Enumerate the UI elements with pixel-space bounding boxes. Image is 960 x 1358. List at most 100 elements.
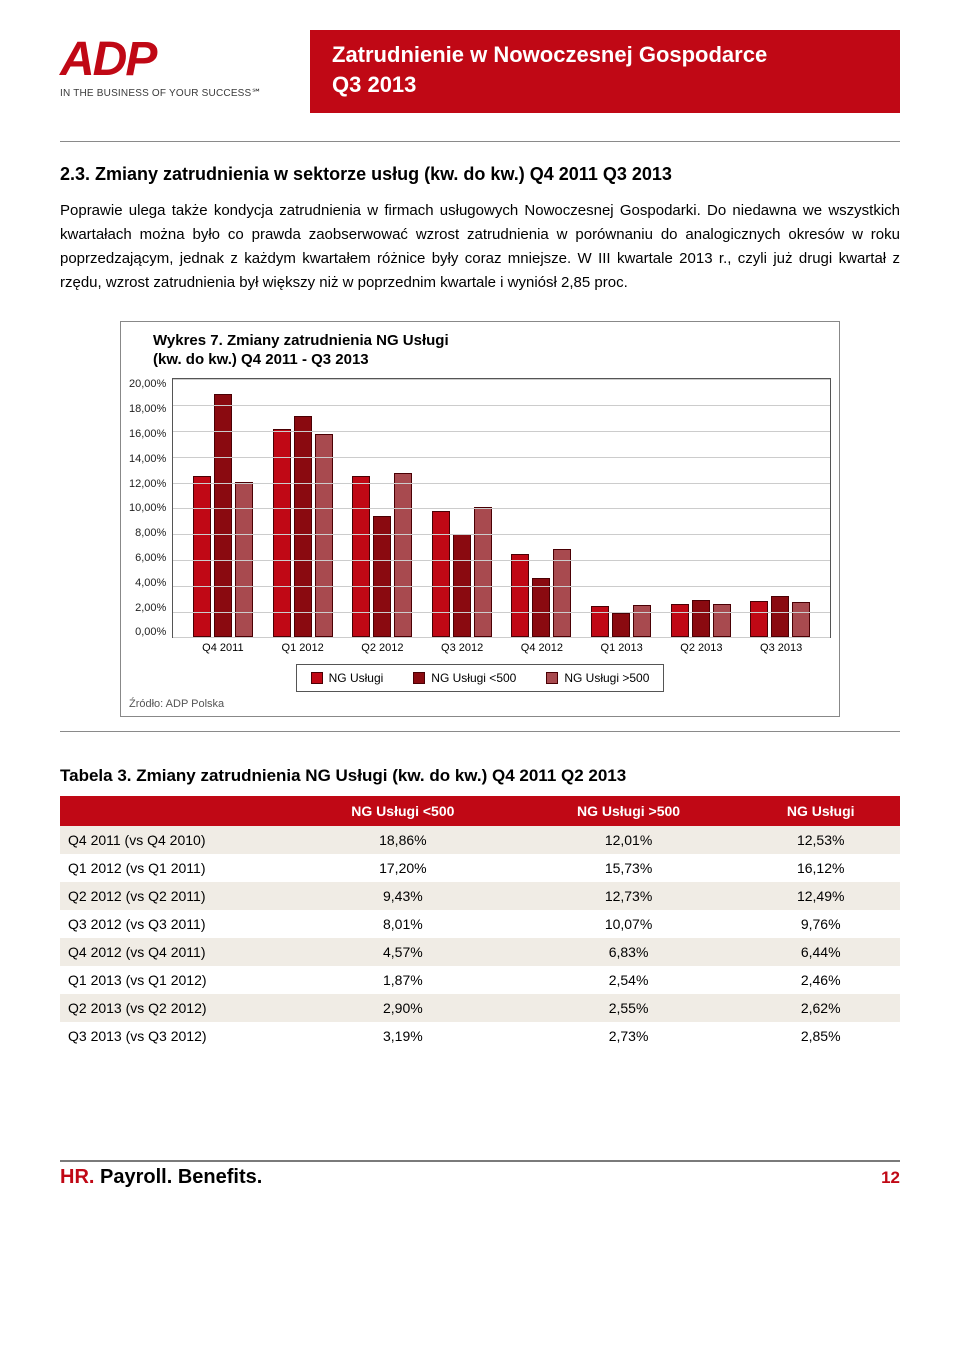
gridline bbox=[173, 483, 830, 484]
table-row: Q1 2012 (vs Q1 2011)17,20%15,73%16,12% bbox=[60, 854, 900, 882]
chart-subtitle: (kw. do kw.) Q4 2011 - Q3 2013 bbox=[153, 351, 831, 368]
gridline bbox=[173, 534, 830, 535]
table-cell: 6,44% bbox=[741, 938, 900, 966]
gridline bbox=[173, 405, 830, 406]
ytick-label: 4,00% bbox=[129, 577, 166, 589]
table-header-row: NG Usługi <500NG Usługi >500NG Usługi bbox=[60, 796, 900, 826]
banner-line-2: Q3 2013 bbox=[332, 70, 878, 100]
gridline bbox=[173, 457, 830, 458]
legend-item: NG Usługi bbox=[311, 671, 384, 685]
legend-label: NG Usługi <500 bbox=[431, 671, 516, 685]
divider bbox=[60, 731, 900, 732]
gridline bbox=[173, 612, 830, 613]
table-cell: 9,76% bbox=[741, 910, 900, 938]
bar bbox=[713, 604, 731, 637]
divider bbox=[60, 141, 900, 142]
bar bbox=[771, 596, 789, 637]
logo-text: ADP bbox=[60, 36, 155, 84]
table-cell: 2,46% bbox=[741, 966, 900, 994]
ytick-label: 14,00% bbox=[129, 453, 166, 465]
table-cell: 12,01% bbox=[516, 826, 742, 854]
title-banner: Zatrudnienie w Nowoczesnej Gospodarce Q3… bbox=[310, 30, 900, 113]
table-cell: 12,73% bbox=[516, 882, 742, 910]
gridline bbox=[173, 379, 830, 380]
xtick-label: Q1 2013 bbox=[582, 642, 662, 654]
table-cell: Q1 2012 (vs Q1 2011) bbox=[60, 854, 290, 882]
gridline bbox=[173, 431, 830, 432]
ytick-label: 2,00% bbox=[129, 602, 166, 614]
table-cell: 15,73% bbox=[516, 854, 742, 882]
ytick-label: 6,00% bbox=[129, 552, 166, 564]
bar bbox=[792, 602, 810, 637]
table-cell: 1,87% bbox=[290, 966, 516, 994]
table-cell: 16,12% bbox=[741, 854, 900, 882]
footer-benefits: Benefits. bbox=[172, 1166, 262, 1188]
xtick-label: Q3 2012 bbox=[422, 642, 502, 654]
table-row: Q3 2012 (vs Q3 2011)8,01%10,07%9,76% bbox=[60, 910, 900, 938]
legend-label: NG Usługi >500 bbox=[564, 671, 649, 685]
bar bbox=[394, 473, 412, 637]
table-cell: 10,07% bbox=[516, 910, 742, 938]
table-cell: Q2 2013 (vs Q2 2012) bbox=[60, 994, 290, 1022]
ytick-label: 18,00% bbox=[129, 403, 166, 415]
ytick-label: 0,00% bbox=[129, 626, 166, 638]
bar bbox=[633, 605, 651, 638]
bar bbox=[671, 604, 689, 638]
bar bbox=[692, 600, 710, 637]
table-cell: Q4 2012 (vs Q4 2011) bbox=[60, 938, 290, 966]
bar bbox=[750, 601, 768, 638]
xtick-label: Q2 2012 bbox=[343, 642, 423, 654]
bar bbox=[511, 554, 529, 637]
bar bbox=[474, 507, 492, 637]
table-header-cell: NG Usługi bbox=[741, 796, 900, 826]
table-cell: 8,01% bbox=[290, 910, 516, 938]
ytick-label: 8,00% bbox=[129, 527, 166, 539]
legend-swatch bbox=[311, 672, 323, 684]
legend-label: NG Usługi bbox=[329, 671, 384, 685]
table-cell: 6,83% bbox=[516, 938, 742, 966]
table-row: Q4 2012 (vs Q4 2011)4,57%6,83%6,44% bbox=[60, 938, 900, 966]
table-body: Q4 2011 (vs Q4 2010)18,86%12,01%12,53%Q1… bbox=[60, 826, 900, 1050]
gridline bbox=[173, 560, 830, 561]
bar bbox=[315, 434, 333, 637]
page-footer: HR. Payroll. Benefits. 12 bbox=[60, 1160, 900, 1189]
page-header: ADP IN THE BUSINESS OF YOUR SUCCESS℠ Zat… bbox=[60, 30, 900, 113]
table-cell: Q4 2011 (vs Q4 2010) bbox=[60, 826, 290, 854]
ytick-label: 20,00% bbox=[129, 378, 166, 390]
bar bbox=[553, 549, 571, 637]
xtick-label: Q4 2012 bbox=[502, 642, 582, 654]
chart-plot-wrap: 20,00%18,00%16,00%14,00%12,00%10,00%8,00… bbox=[129, 378, 831, 638]
table-cell: 2,85% bbox=[741, 1022, 900, 1050]
bar bbox=[591, 606, 609, 638]
logo-block: ADP IN THE BUSINESS OF YOUR SUCCESS℠ bbox=[60, 30, 310, 99]
ytick-label: 16,00% bbox=[129, 428, 166, 440]
footer-hr: HR. bbox=[60, 1166, 94, 1188]
legend-item: NG Usługi >500 bbox=[546, 671, 649, 685]
chart-title: Wykres 7. Zmiany zatrudnienia NG Usługi bbox=[153, 332, 831, 349]
xtick-label: Q1 2012 bbox=[263, 642, 343, 654]
table-row: Q3 2013 (vs Q3 2012)3,19%2,73%2,85% bbox=[60, 1022, 900, 1050]
bar bbox=[612, 613, 630, 637]
ytick-label: 12,00% bbox=[129, 478, 166, 490]
section-paragraph: Poprawie ulega także kondycja zatrudnien… bbox=[60, 199, 900, 295]
legend-item: NG Usługi <500 bbox=[413, 671, 516, 685]
gridline bbox=[173, 586, 830, 587]
bar bbox=[294, 416, 312, 638]
bar bbox=[532, 578, 550, 637]
table-cell: Q3 2012 (vs Q3 2011) bbox=[60, 910, 290, 938]
table-row: Q4 2011 (vs Q4 2010)18,86%12,01%12,53% bbox=[60, 826, 900, 854]
table-cell: 2,54% bbox=[516, 966, 742, 994]
legend-swatch bbox=[413, 672, 425, 684]
table-cell: 2,62% bbox=[741, 994, 900, 1022]
table-cell: Q1 2013 (vs Q1 2012) bbox=[60, 966, 290, 994]
bar bbox=[193, 476, 211, 638]
table-cell: 2,55% bbox=[516, 994, 742, 1022]
logo-tagline: IN THE BUSINESS OF YOUR SUCCESS℠ bbox=[60, 88, 310, 99]
table-title: Tabela 3. Zmiany zatrudnienia NG Usługi … bbox=[60, 766, 900, 786]
gridline bbox=[173, 508, 830, 509]
banner-line-1: Zatrudnienie w Nowoczesnej Gospodarce bbox=[332, 40, 878, 70]
table-cell: 18,86% bbox=[290, 826, 516, 854]
table-header-cell: NG Usługi <500 bbox=[290, 796, 516, 826]
section-title: 2.3. Zmiany zatrudnienia w sektorze usłu… bbox=[60, 164, 900, 185]
xtick-label: Q2 2013 bbox=[662, 642, 742, 654]
